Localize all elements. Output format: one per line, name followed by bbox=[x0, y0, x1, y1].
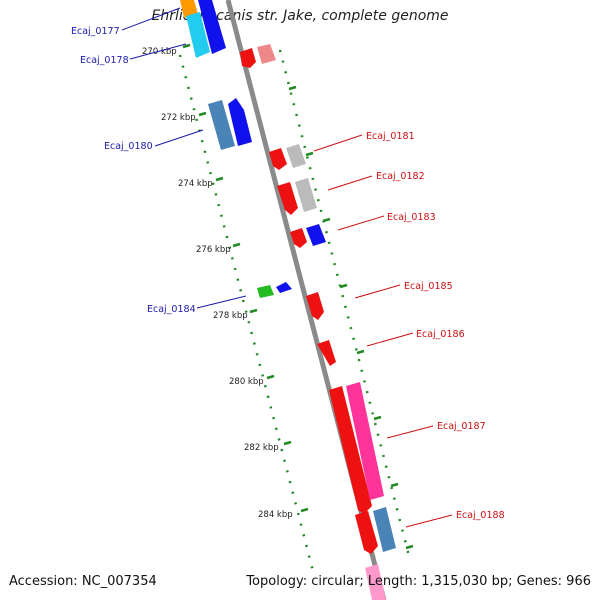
gene-label-ecaj-0183[interactable]: Ecaj_0183 bbox=[387, 212, 436, 223]
leader-lines bbox=[121, 7, 453, 528]
genome-title: Ehrlichia canis str. Jake, complete geno… bbox=[151, 8, 449, 24]
gene-blue-arrow-feature[interactable] bbox=[228, 98, 252, 146]
gene-ecaj-0187-pink-feature[interactable] bbox=[346, 382, 384, 500]
gene-ecaj-0185-feature[interactable] bbox=[306, 292, 324, 320]
kbp-label: 278 kbp bbox=[213, 311, 248, 321]
gene-blue-feature[interactable] bbox=[198, 0, 226, 54]
gene-label-ecaj-0177[interactable]: Ecaj_0177 bbox=[71, 26, 120, 37]
gene-ecaj-0181-feature[interactable] bbox=[269, 148, 287, 170]
gene-ecaj-0187-feature[interactable] bbox=[329, 386, 372, 514]
accession-text: Accession: NC_007354 bbox=[9, 574, 157, 589]
kbp-label: 274 kbp bbox=[178, 179, 213, 189]
genome-summary-text: Topology: circular; Length: 1,315,030 bp… bbox=[246, 574, 591, 589]
gene-steel2-feature[interactable] bbox=[373, 507, 396, 552]
kbp-label: 270 kbp bbox=[142, 47, 177, 57]
kbp-label: 280 kbp bbox=[229, 377, 264, 387]
gene-label-ecaj-0180[interactable]: Ecaj_0180 bbox=[104, 141, 153, 152]
gene-red-feature[interactable] bbox=[240, 48, 256, 68]
gene-ecaj-0184-green-feature[interactable] bbox=[257, 285, 274, 298]
kbp-labels: 270 kbp 272 kbp 274 kbp 276 kbp 278 kbp … bbox=[142, 47, 293, 520]
kbp-ticks bbox=[182, 43, 414, 550]
gene-gray2-feature[interactable] bbox=[295, 178, 317, 212]
gene-label-ecaj-0178[interactable]: Ecaj_0178 bbox=[80, 55, 129, 66]
gene-ecaj-0182-feature[interactable] bbox=[277, 182, 298, 215]
gene-label-ecaj-0182[interactable]: Ecaj_0182 bbox=[376, 171, 425, 182]
gene-label-ecaj-0186[interactable]: Ecaj_0186 bbox=[416, 329, 465, 340]
gene-label-ecaj-0181[interactable]: Ecaj_0181 bbox=[366, 131, 415, 142]
inner-dotted-ring bbox=[178, 54, 316, 576]
outer-dotted-ring bbox=[278, 49, 412, 561]
gene-ecaj-0183-feature[interactable] bbox=[290, 228, 307, 248]
kbp-label: 284 kbp bbox=[258, 510, 293, 520]
gene-ecaj-0178-feature[interactable] bbox=[186, 12, 210, 58]
gene-ecaj-0180-feature[interactable] bbox=[208, 100, 235, 150]
gene-pink-feature[interactable] bbox=[257, 44, 276, 64]
kbp-label: 282 kbp bbox=[244, 443, 279, 453]
gene-pink-bottom-feature[interactable] bbox=[365, 564, 386, 600]
gene-label-ecaj-0187[interactable]: Ecaj_0187 bbox=[437, 421, 486, 432]
gene-gray-feature[interactable] bbox=[286, 144, 306, 168]
gene-label-ecaj-0185[interactable]: Ecaj_0185 bbox=[404, 281, 453, 292]
gene-label-ecaj-0188[interactable]: Ecaj_0188 bbox=[456, 510, 505, 521]
gene-label-ecaj-0184[interactable]: Ecaj_0184 bbox=[147, 304, 196, 315]
gene-ecaj-0188-feature[interactable] bbox=[355, 511, 378, 554]
kbp-label: 272 kbp bbox=[161, 113, 196, 123]
gene-ecaj-0186-feature[interactable] bbox=[317, 340, 336, 366]
kbp-label: 276 kbp bbox=[196, 245, 231, 255]
gene-blue2-feature[interactable] bbox=[306, 224, 326, 246]
gene-ecaj-0184-blue-feature[interactable] bbox=[276, 282, 292, 293]
gene-features bbox=[180, 0, 396, 600]
gene-ecaj-0177-feature[interactable] bbox=[180, 0, 198, 18]
